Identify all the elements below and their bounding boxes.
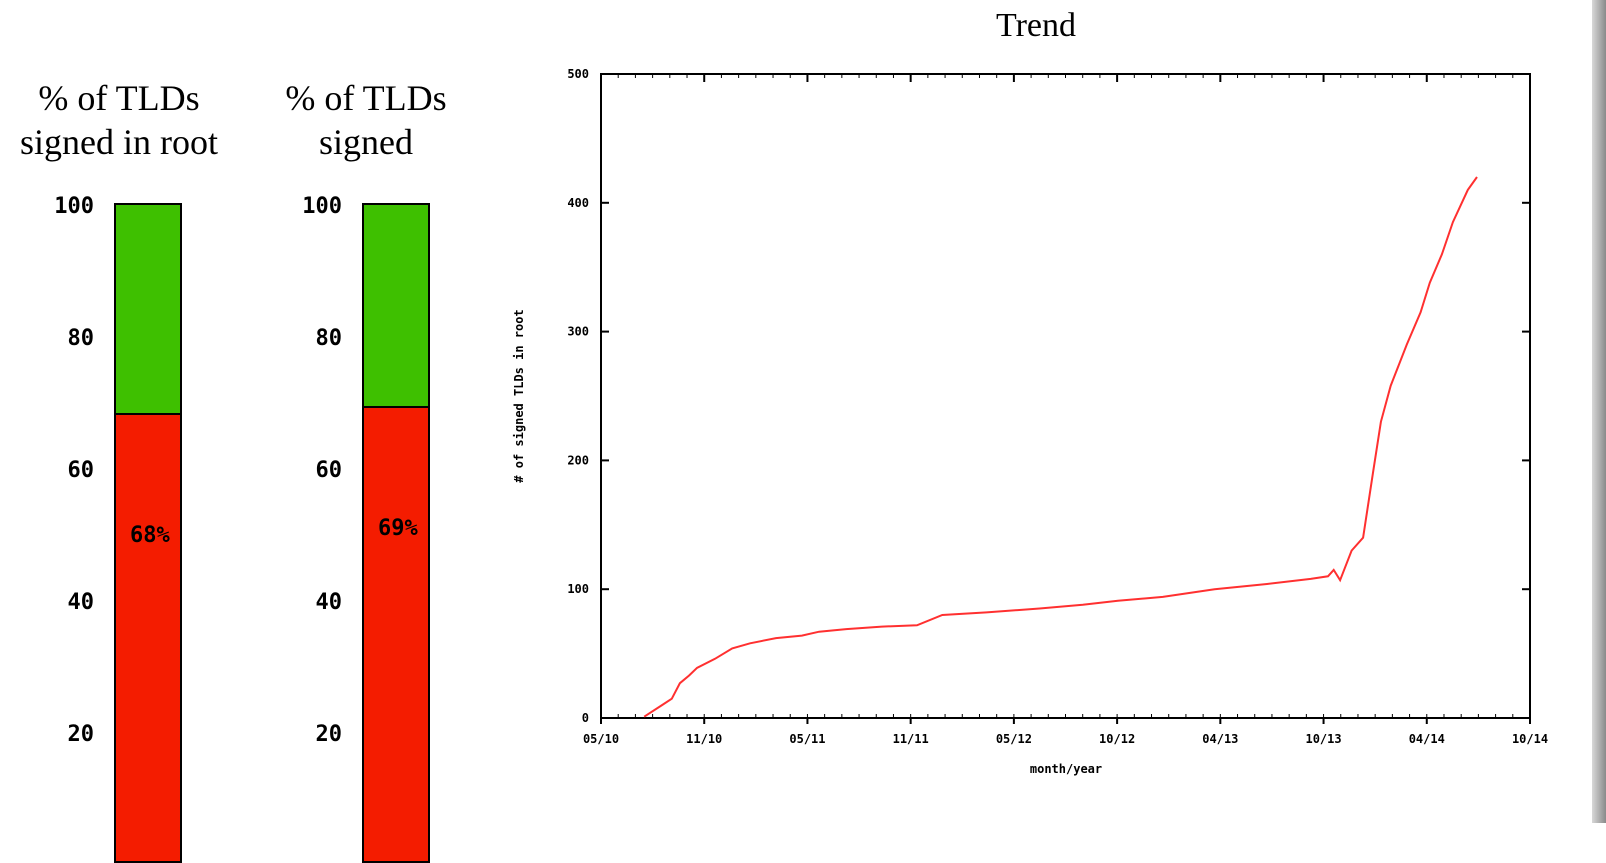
plot-frame	[600, 73, 1531, 719]
x-tick-label: 11/10	[686, 732, 722, 746]
gauge-title: % of TLDs signed	[250, 76, 482, 164]
gauge-title-line2: signed in root	[20, 122, 218, 162]
gauge-title-line1: % of TLDs	[38, 78, 200, 118]
unsigned-fill	[364, 406, 428, 861]
x-tick-label: 05/10	[583, 732, 619, 746]
x-tick-label: 05/11	[789, 732, 825, 746]
signed-fill	[364, 205, 428, 409]
chart-title: Trend	[996, 7, 1076, 44]
y-axis-label: # of signed TLDs in root	[512, 309, 526, 482]
x-tick-label: 04/13	[1202, 732, 1238, 746]
x-tick-label: 10/14	[1512, 732, 1548, 746]
gauge-tick: 100	[54, 194, 94, 219]
gauge-tick: 20	[67, 722, 95, 747]
trend-line	[643, 176, 1478, 718]
gauge-title-line1: % of TLDs	[285, 78, 447, 118]
gauge-tick: 100	[302, 194, 342, 219]
x-tick-label: 10/12	[1099, 732, 1135, 746]
gauge-bar: 68%	[114, 203, 182, 863]
unsigned-fill	[116, 412, 180, 861]
x-tick-label: 04/14	[1409, 732, 1445, 746]
gauge-tick: 20	[315, 722, 343, 747]
y-tick-label: 0	[582, 711, 589, 725]
x-tick-label: 11/11	[893, 732, 929, 746]
gauge-tick: 40	[315, 590, 343, 615]
y-tick-label: 100	[567, 582, 589, 596]
gauge-title: % of TLDs signed in root	[0, 76, 238, 164]
y-tick-label: 300	[567, 325, 589, 339]
gauge-bar: 69%	[362, 203, 430, 863]
gauge-title-line2: signed	[319, 122, 413, 162]
gauge-value-label: 68%	[130, 522, 170, 548]
gauge-tick: 80	[67, 326, 95, 351]
x-tick-label: 05/12	[996, 732, 1032, 746]
gauge-tick: 60	[67, 458, 95, 483]
trend-chart: Trend 0 100 200 300 400 500 05/10 11/10 05/11 11/1…	[512, 7, 1548, 776]
y-tick-label: 200	[567, 453, 589, 467]
window-border	[1592, 0, 1606, 823]
gauge-value-label: 69%	[378, 516, 418, 542]
gauge-tick: 40	[67, 590, 95, 615]
x-tick-label: 10/13	[1305, 732, 1341, 746]
gauge-tick: 80	[315, 326, 343, 351]
gauge-tick: 60	[315, 458, 343, 483]
y-tick-label: 400	[567, 196, 589, 210]
signed-fill	[116, 205, 180, 415]
x-axis-label: month/year	[1030, 762, 1102, 776]
y-tick-label: 500	[567, 67, 589, 81]
